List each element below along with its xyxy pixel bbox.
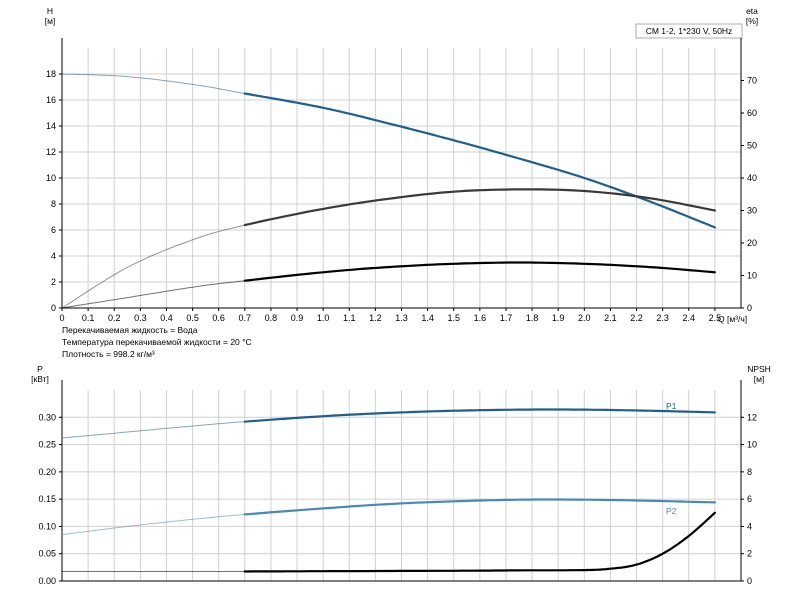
- left-tick-label: 18: [46, 69, 56, 79]
- left-tick-label: 0.20: [38, 467, 56, 477]
- npsh-curve: [243, 511, 716, 573]
- left-tick-label: 12: [46, 147, 56, 157]
- p2-curve-extended: [61, 513, 246, 536]
- left-tick-label: 8: [51, 199, 56, 209]
- x-tick-label: 0.7: [239, 313, 252, 323]
- right-tick-label: 50: [747, 141, 757, 151]
- p1-series-label: P1: [666, 401, 677, 411]
- right-tick-label: 12: [747, 412, 757, 422]
- npsh-axis-unit: [м]: [754, 374, 765, 384]
- right-tick-label: 8: [747, 467, 752, 477]
- left-tick-label: 0: [51, 303, 56, 313]
- left-tick-label: 16: [46, 95, 56, 105]
- npsh-axis-name: NPSH: [747, 364, 771, 374]
- right-tick-label: 30: [747, 206, 757, 216]
- x-tick-label: 0: [59, 313, 64, 323]
- right-tick-label: 60: [747, 108, 757, 118]
- left-tick-label: 4: [51, 251, 56, 261]
- right-tick-label: 6: [747, 494, 752, 504]
- left-tick-label: 6: [51, 225, 56, 235]
- eta-curve: [243, 188, 716, 227]
- x-tick-label: 1.5: [447, 313, 460, 323]
- p1-curve: [243, 408, 716, 423]
- eta-axis-unit: [%]: [746, 16, 758, 26]
- eta-curve-extended: [61, 224, 246, 309]
- x-tick-label: 2.2: [630, 313, 643, 323]
- info-liquid: Перекачиваемая жидкость = Вода: [62, 325, 198, 335]
- right-tick-label: 10: [747, 440, 757, 450]
- x-tick-label: 2.4: [683, 313, 696, 323]
- flow-axis-label: Q [м³/ч]: [718, 314, 747, 324]
- power-axis-unit: [кВт]: [31, 374, 49, 384]
- x-tick-label: 0.9: [291, 313, 304, 323]
- left-tick-label: 0.30: [38, 412, 56, 422]
- right-tick-label: 0: [747, 576, 752, 586]
- left-tick-label: 14: [46, 121, 56, 131]
- curves-layer: [61, 73, 716, 573]
- info-temperature: Температура перекачиваемой жидкости = 20…: [62, 337, 252, 347]
- eta-axis-name: eta: [746, 6, 758, 16]
- h-eta-curve: [243, 261, 716, 282]
- right-tick-label: 2: [747, 549, 752, 559]
- right-tick-label: 4: [747, 521, 752, 531]
- right-tick-label: 70: [747, 76, 757, 86]
- left-tick-label: 0.15: [38, 494, 56, 504]
- x-tick-label: 1.2: [369, 313, 382, 323]
- head-axis-name: H: [47, 6, 53, 16]
- x-tick-label: 1.7: [500, 313, 513, 323]
- x-tick-label: 1.9: [552, 313, 565, 323]
- x-tick-label: 0.5: [186, 313, 199, 323]
- left-tick-label: 0.05: [38, 549, 56, 559]
- right-tick-label: 20: [747, 238, 757, 248]
- x-tick-label: 1.8: [526, 313, 539, 323]
- chart-title: CM 1-2, 1*230 V, 50Hz: [646, 26, 733, 36]
- left-tick-label: 0.25: [38, 440, 56, 450]
- right-tick-label: 0: [747, 303, 752, 313]
- x-tick-label: 0.6: [212, 313, 225, 323]
- x-tick-label: 2.5: [709, 313, 722, 323]
- x-tick-label: 2.3: [656, 313, 669, 323]
- x-tick-label: 1.0: [317, 313, 330, 323]
- x-tick-label: 1.1: [343, 313, 356, 323]
- left-tick-label: 0.00: [38, 576, 56, 586]
- h-eta-curve-extended: [61, 280, 246, 309]
- x-tick-label: 1.3: [395, 313, 408, 323]
- info-density: Плотность = 998.2 кг/м³: [62, 349, 155, 359]
- x-tick-label: 1.6: [474, 313, 487, 323]
- p1-curve-extended: [61, 421, 246, 439]
- chart-title-box: [635, 23, 743, 39]
- x-tick-label: 0.1: [82, 313, 95, 323]
- right-tick-label: 10: [747, 271, 757, 281]
- p2-series-label: P2: [666, 506, 677, 516]
- left-tick-label: 10: [46, 173, 56, 183]
- x-tick-label: 0.4: [160, 313, 173, 323]
- x-tick-label: 0.3: [134, 313, 147, 323]
- x-tick-label: 0.2: [108, 313, 121, 323]
- h-curve-extended: [61, 73, 246, 94]
- head-axis-unit: [м]: [45, 16, 56, 26]
- p2-curve: [243, 498, 716, 516]
- x-tick-label: 0.8: [265, 313, 278, 323]
- x-tick-label: 1.4: [421, 313, 434, 323]
- axes-layer: [59, 38, 744, 582]
- left-tick-label: 0.10: [38, 521, 56, 531]
- x-tick-label: 2.0: [578, 313, 591, 323]
- x-tick-label: 2.1: [604, 313, 617, 323]
- left-tick-label: 2: [51, 277, 56, 287]
- power-axis-name: P: [37, 364, 43, 374]
- right-tick-label: 40: [747, 173, 757, 183]
